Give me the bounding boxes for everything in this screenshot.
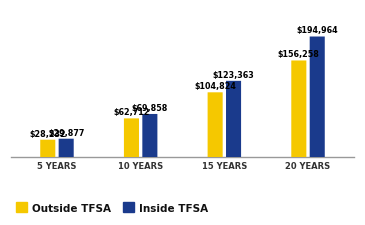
FancyBboxPatch shape — [291, 61, 306, 158]
Text: $104,824: $104,824 — [194, 82, 236, 91]
FancyBboxPatch shape — [59, 139, 74, 158]
FancyBboxPatch shape — [310, 37, 325, 157]
Text: $69,858: $69,858 — [132, 103, 168, 112]
Text: $194,964: $194,964 — [296, 26, 338, 35]
FancyBboxPatch shape — [142, 115, 157, 158]
FancyBboxPatch shape — [40, 140, 55, 158]
Text: $123,363: $123,363 — [213, 70, 254, 79]
FancyBboxPatch shape — [124, 119, 139, 158]
FancyBboxPatch shape — [226, 81, 241, 158]
Legend: Outside TFSA, Inside TFSA: Outside TFSA, Inside TFSA — [16, 202, 208, 213]
Text: $28,232: $28,232 — [30, 129, 66, 138]
Text: $29,877: $29,877 — [48, 128, 84, 137]
FancyBboxPatch shape — [208, 93, 223, 158]
Text: $156,258: $156,258 — [278, 50, 320, 59]
Text: $62,712: $62,712 — [113, 108, 150, 117]
